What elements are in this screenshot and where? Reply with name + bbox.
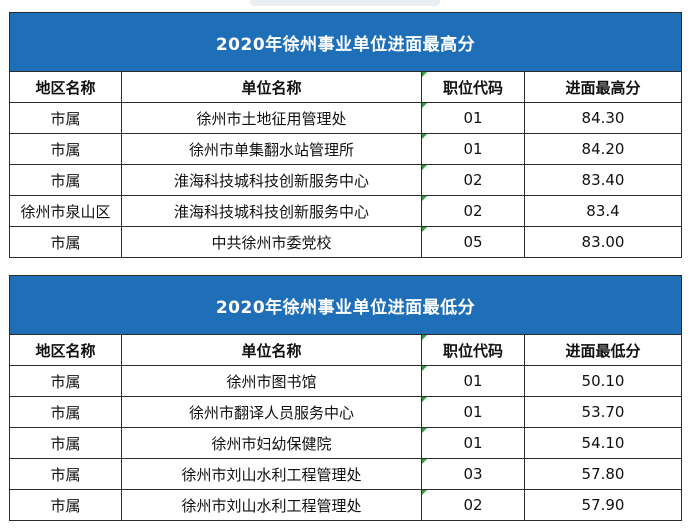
cell-region: 市属 [9, 458, 122, 490]
cell-unit: 徐州市土地征用管理处 [121, 102, 422, 134]
highest-score-table: 2020年徐州事业单位进面最高分 地区名称 单位名称 职位代码 进面最高分 市属… [8, 12, 683, 258]
cell-region: 市属 [9, 427, 122, 459]
cell-unit: 徐州市翻译人员服务中心 [121, 396, 422, 428]
cell-unit: 徐州市刘山水利工程管理处 [121, 489, 422, 521]
cell-score: 54.10 [523, 427, 683, 459]
cell-unit: 淮海科技城科技创新服务中心 [121, 164, 422, 196]
cell-position-code: 05 [421, 226, 525, 258]
table-title: 2020年徐州事业单位进面最高分 [8, 12, 683, 72]
cell-region: 市属 [9, 365, 122, 397]
header-score: 进面最低分 [523, 334, 683, 366]
table-row: 市属 徐州市妇幼保健院 01 54.10 [9, 427, 683, 459]
lowest-score-table: 2020年徐州事业单位进面最低分 地区名称 单位名称 职位代码 进面最低分 市属… [8, 275, 683, 521]
table-title: 2020年徐州事业单位进面最低分 [8, 275, 683, 335]
table-row: 市属 徐州市土地征用管理处 01 84.30 [9, 102, 683, 134]
cell-unit: 徐州市妇幼保健院 [121, 427, 422, 459]
cell-score: 84.30 [523, 102, 683, 134]
cell-score: 57.80 [523, 458, 683, 490]
cell-score: 57.90 [523, 489, 683, 521]
header-region: 地区名称 [9, 71, 122, 103]
header-unit: 单位名称 [121, 334, 422, 366]
cell-unit: 徐州市图书馆 [121, 365, 422, 397]
header-score: 进面最高分 [523, 71, 683, 103]
table-row: 市属 徐州市刘山水利工程管理处 03 57.80 [9, 458, 683, 490]
cell-position-code: 01 [421, 133, 525, 165]
cell-score: 83.40 [523, 164, 683, 196]
top-strip [0, 0, 691, 10]
cell-score: 50.10 [523, 365, 683, 397]
cell-unit: 徐州市单集翻水站管理所 [121, 133, 422, 165]
table-row: 市属 徐州市刘山水利工程管理处 02 57.90 [9, 489, 683, 521]
cell-position-code: 01 [421, 365, 525, 397]
cell-unit: 淮海科技城科技创新服务中心 [121, 195, 422, 227]
cell-score: 83.00 [523, 226, 683, 258]
cell-region: 市属 [9, 396, 122, 428]
cell-position-code: 02 [421, 164, 525, 196]
cell-region: 市属 [9, 489, 122, 521]
table-row: 市属 徐州市单集翻水站管理所 01 84.20 [9, 133, 683, 165]
table-row: 市属 徐州市翻译人员服务中心 01 53.70 [9, 396, 683, 428]
header-row: 地区名称 单位名称 职位代码 进面最低分 [9, 334, 683, 366]
cell-region: 市属 [9, 102, 122, 134]
cell-position-code: 02 [421, 489, 525, 521]
cell-position-code: 01 [421, 102, 525, 134]
cell-score: 53.70 [523, 396, 683, 428]
header-position-code: 职位代码 [421, 71, 525, 103]
cell-position-code: 01 [421, 427, 525, 459]
table-row: 市属 徐州市图书馆 01 50.10 [9, 365, 683, 397]
cell-score: 83.4 [523, 195, 683, 227]
top-tab-decoration [250, 0, 440, 6]
header-position-code: 职位代码 [421, 334, 525, 366]
cell-region: 徐州市泉山区 [9, 195, 122, 227]
header-region: 地区名称 [9, 334, 122, 366]
cell-unit: 徐州市刘山水利工程管理处 [121, 458, 422, 490]
cell-unit: 中共徐州市委党校 [121, 226, 422, 258]
cell-region: 市属 [9, 226, 122, 258]
cell-position-code: 02 [421, 195, 525, 227]
table-row: 徐州市泉山区 淮海科技城科技创新服务中心 02 83.4 [9, 195, 683, 227]
cell-position-code: 01 [421, 396, 525, 428]
table-row: 市属 中共徐州市委党校 05 83.00 [9, 226, 683, 258]
cell-score: 84.20 [523, 133, 683, 165]
header-row: 地区名称 单位名称 职位代码 进面最高分 [9, 71, 683, 103]
table-row: 市属 淮海科技城科技创新服务中心 02 83.40 [9, 164, 683, 196]
cell-region: 市属 [9, 164, 122, 196]
cell-region: 市属 [9, 133, 122, 165]
cell-position-code: 03 [421, 458, 525, 490]
header-unit: 单位名称 [121, 71, 422, 103]
